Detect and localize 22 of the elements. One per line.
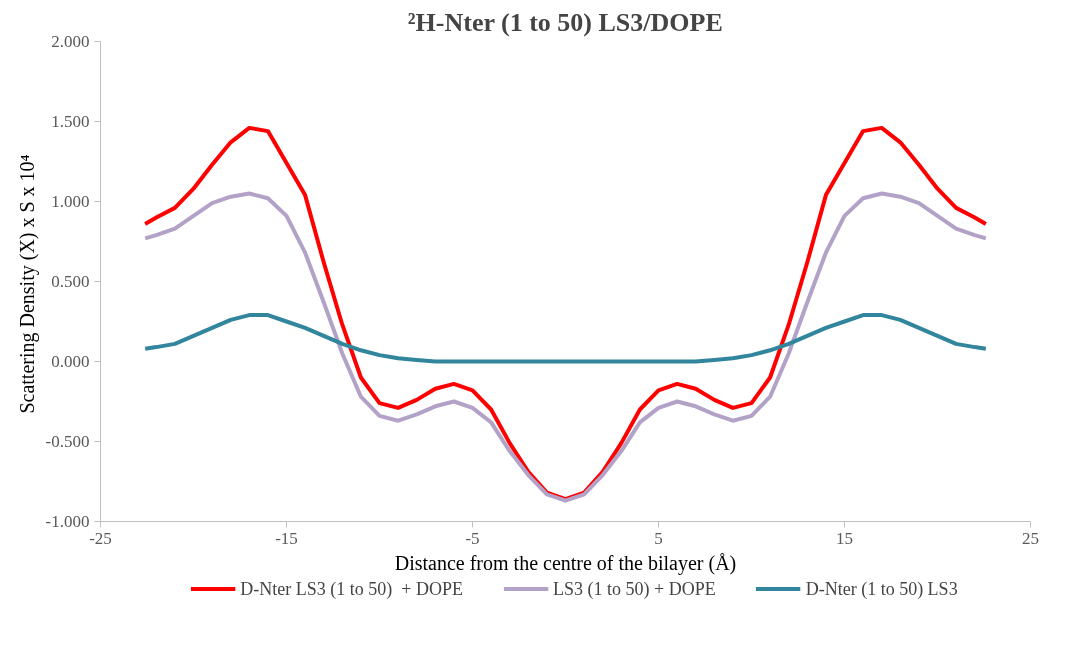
x-axis-title: Distance from the centre of the bilayer (Å) [394,551,737,575]
y-tick-label: -0.500 [45,432,90,451]
y-tick-label: 1.000 [51,192,90,211]
x-tick-label: 5 [654,528,663,548]
line-series [143,191,988,503]
y-tick-label: 0.500 [51,272,90,291]
x-tick-label: -15 [275,528,298,548]
x-tick-label: 15 [836,528,853,548]
x-tick-label: -25 [89,528,112,548]
y-axis-title: Scattering Density (X) x S x 10⁴ [15,154,39,414]
chart-title: ²H-Nter (1 to 50) LS3/DOPE [407,7,723,37]
y-tick-label: 1.500 [51,112,90,131]
line-series [143,313,988,364]
legend-label: D-Nter LS3 (1 to 50) + DOPE [240,578,463,600]
x-tick-label: -5 [465,528,480,548]
x-tick-label: 25 [1022,528,1039,548]
y-tick-label: 2.000 [51,32,90,51]
line-series [143,125,988,502]
y-tick-label: -1.000 [45,512,90,531]
legend-label: D-Nter (1 to 50) LS3 [805,578,958,600]
y-tick-label: 0.000 [51,352,90,371]
legend-label: LS3 (1 to 50) + DOPE [553,578,716,600]
